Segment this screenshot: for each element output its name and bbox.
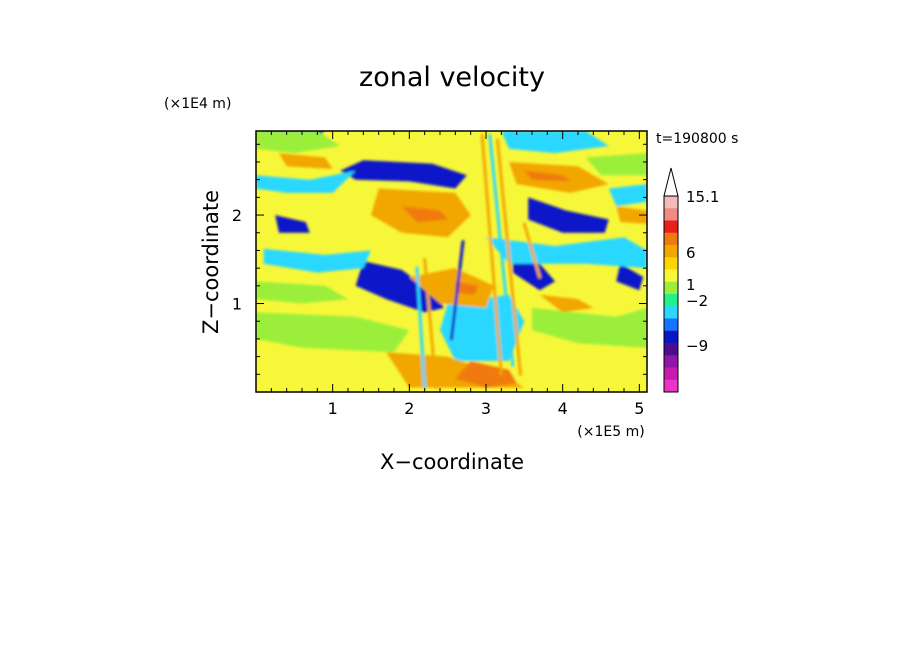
x-axis: 1 2 3 4 5 [270, 131, 644, 418]
contour-band [455, 361, 517, 388]
colorbar-extend-arrow [663, 167, 679, 197]
colorbar-swatch [664, 355, 678, 368]
colorbar-frame [663, 195, 679, 393]
colorbar-label: 1 [686, 276, 696, 294]
contour-band [539, 294, 594, 313]
contour-band [409, 268, 494, 308]
colorbar-swatch [664, 379, 678, 393]
colorbar-swatch [664, 343, 678, 356]
contour-band [401, 206, 448, 223]
colorbar-swatch [664, 367, 678, 381]
contour-band [524, 170, 571, 182]
colorbar-swatch [664, 196, 678, 209]
colorbar-swatch [664, 257, 678, 270]
x-tick-label: 5 [634, 399, 644, 418]
contour-band [455, 281, 479, 295]
contour-streak [415, 266, 427, 390]
time-label: t=190800 s [656, 131, 738, 147]
contour-streak [480, 133, 503, 376]
x-tick-label: 1 [328, 399, 338, 418]
colorbar-swatch [664, 330, 678, 344]
contour-band [275, 215, 310, 233]
colorbar-label: 15.1 [686, 188, 719, 206]
contour-band [256, 170, 356, 193]
colorbar-label: −9 [686, 337, 708, 355]
colorbar-label: −2 [686, 292, 708, 310]
contour-band [440, 294, 525, 361]
plot-frame [255, 130, 648, 393]
colorbar-swatch [664, 306, 678, 319]
chart-title: zonal velocity [359, 62, 545, 93]
contour-streak [488, 133, 515, 367]
colorbar-swatch [664, 220, 678, 234]
x-tick-label: 4 [558, 399, 568, 418]
colorbar-swatch [664, 232, 678, 246]
colorbar-swatch [664, 208, 678, 221]
colorbar-label: 6 [686, 244, 696, 262]
y-axis-label: Z−coordinate [199, 190, 223, 334]
colorbar-swatch [664, 281, 678, 295]
y-tick-label: 2 [232, 206, 242, 225]
colorbar-swatch [664, 245, 678, 258]
contour-band [263, 248, 371, 273]
contour-band [528, 197, 609, 233]
colorbar: 15.1 6 1−2 −9 [663, 167, 719, 393]
contour-fill-layer [256, 131, 647, 390]
y-tick-label: 1 [232, 295, 242, 314]
contour-streak [496, 138, 522, 376]
contour-band [616, 206, 647, 224]
contour-streak [450, 240, 465, 341]
contour-band [279, 153, 333, 169]
colorbar-swatch [664, 318, 678, 332]
contour-band [616, 263, 644, 291]
contour-band [256, 281, 348, 304]
contour-band [340, 160, 467, 189]
contour-band [608, 184, 647, 207]
contour-band [486, 237, 647, 269]
contour-band [532, 307, 647, 348]
contour-streak [522, 222, 542, 279]
y-unit-label: (×1E4 m) [164, 96, 231, 112]
y-axis: 12 [232, 143, 647, 375]
contour-band [585, 153, 647, 176]
contour-band [256, 312, 410, 353]
x-tick-label: 3 [481, 399, 491, 418]
x-axis-label: X−coordinate [380, 450, 524, 474]
contour-band [355, 261, 444, 313]
contour-band [501, 131, 609, 154]
contour-streak [423, 257, 438, 390]
contour-band [256, 131, 341, 154]
x-unit-label: (×1E5 m) [577, 424, 644, 440]
colorbar-swatch [664, 294, 678, 307]
colorbar-swatch [664, 269, 678, 283]
x-tick-label: 2 [404, 399, 414, 418]
